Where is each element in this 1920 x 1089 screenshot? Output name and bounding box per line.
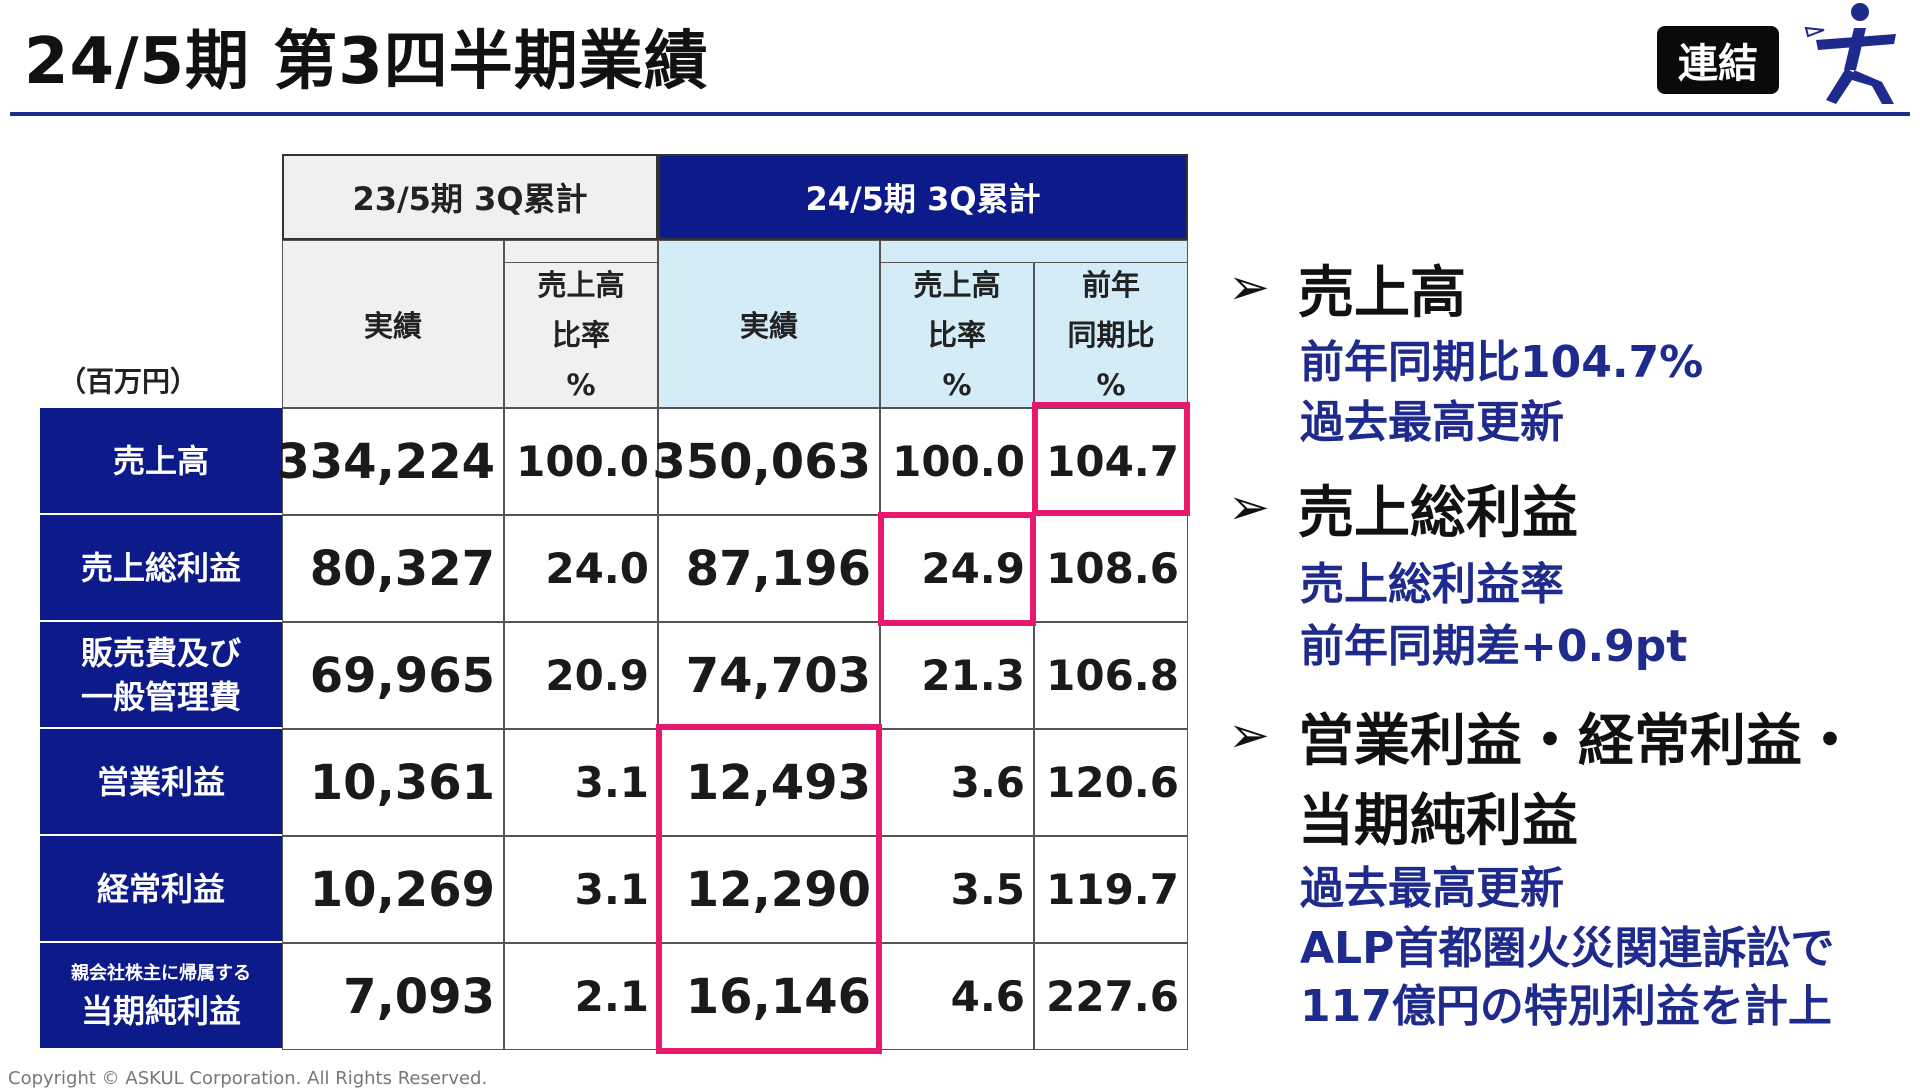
row-label-text: 経常利益 xyxy=(96,869,225,908)
title-underline xyxy=(10,112,1910,116)
highlight-note: 売上総利益率 xyxy=(1300,559,1564,610)
highlight-note: 前年同期差+0.9pt xyxy=(1300,621,1688,672)
highlight-heading: 売上総利益 xyxy=(1298,481,1578,546)
highlight-note: 前年同期比104.7% xyxy=(1300,337,1704,388)
row-label-net-income: 親会社株主に帰属する 当期純利益 xyxy=(40,943,282,1050)
cell-cur-actual: 87,196 xyxy=(658,515,880,622)
header-current-period: 24/5期 3Q累計 xyxy=(658,154,1188,240)
subheader-line: % xyxy=(566,368,596,402)
cell-cur-ratio: 3.5 xyxy=(880,836,1034,943)
cell-cur-actual: 12,290 xyxy=(658,836,880,943)
cell-yoy: 119.7 xyxy=(1034,836,1188,943)
highlight-note: 過去最高更新 xyxy=(1300,863,1564,914)
cell-prev-actual: 80,327 xyxy=(282,515,504,622)
cell-cur-ratio: 100.0 xyxy=(880,408,1034,515)
subheader-line: % xyxy=(942,368,972,402)
row-label-text: 営業利益 xyxy=(96,762,225,801)
subheader-line: 売上高 xyxy=(537,268,625,302)
subheader-line: 比率 xyxy=(927,318,986,352)
cell-prev-ratio: 2.1 xyxy=(504,943,658,1050)
cell-prev-actual: 69,965 xyxy=(282,622,504,729)
cell-cur-actual: 12,493 xyxy=(658,729,880,836)
highlight-heading: 売上高 xyxy=(1298,261,1466,326)
subheader-cur-yoy: 前年 同期比 % xyxy=(1034,262,1188,408)
subheader-line: 比率 xyxy=(551,318,610,352)
subheader-gap xyxy=(880,240,1188,262)
cell-prev-actual: 7,093 xyxy=(282,943,504,1050)
row-label-text: 売上高 xyxy=(112,441,209,480)
bullet-arrow-icon: ➢ xyxy=(1228,478,1270,536)
cell-prev-actual: 10,361 xyxy=(282,729,504,836)
cell-prev-ratio: 3.1 xyxy=(504,729,658,836)
cell-prev-actual: 334,224 xyxy=(276,408,504,515)
cell-cur-actual: 350,063 xyxy=(652,408,880,515)
cell-yoy: 104.7 xyxy=(1034,408,1188,515)
subheader-cur-actual: 実績 xyxy=(658,240,880,408)
subheader-prev-actual: 実績 xyxy=(282,240,504,408)
cell-cur-ratio: 24.9 xyxy=(880,515,1034,622)
cell-yoy: 106.8 xyxy=(1034,622,1188,729)
row-label-text: 当期純利益 xyxy=(80,991,241,1030)
row-label-text: 売上総利益 xyxy=(80,548,241,587)
cell-prev-actual: 10,269 xyxy=(282,836,504,943)
bullet-arrow-icon: ➢ xyxy=(1228,258,1270,316)
subheader-line: % xyxy=(1096,368,1126,402)
row-label-subtext: 親会社株主に帰属する xyxy=(71,962,251,984)
cell-yoy: 227.6 xyxy=(1034,943,1188,1050)
copyright-footer: Copyright © ASKUL Corporation. All Right… xyxy=(8,1068,488,1089)
subheader-cur-ratio: 売上高 比率 % xyxy=(880,262,1034,408)
row-label-net-sales: 売上高 xyxy=(40,408,282,515)
highlight-note: ALP首都圏火災関連訴訟で xyxy=(1300,923,1835,974)
row-label-gross-profit: 売上総利益 xyxy=(40,515,282,622)
header-prev-period: 23/5期 3Q累計 xyxy=(282,154,658,240)
row-label-text: 一般管理費 xyxy=(80,677,241,716)
askul-mascot-logo-icon xyxy=(1804,3,1896,104)
cell-cur-ratio: 4.6 xyxy=(880,943,1034,1050)
bullet-arrow-icon: ➢ xyxy=(1228,706,1270,764)
consolidated-badge: 連結 xyxy=(1657,26,1779,94)
row-label-ordinary-income: 経常利益 xyxy=(40,836,282,943)
subheader-line: 売上高 xyxy=(913,268,1001,302)
highlight-note: 117億円の特別利益を計上 xyxy=(1300,981,1832,1032)
row-label-operating-income: 営業利益 xyxy=(40,729,282,836)
cell-cur-ratio: 21.3 xyxy=(880,622,1034,729)
subheader-line: 同期比 xyxy=(1067,318,1155,352)
cell-cur-ratio: 3.6 xyxy=(880,729,1034,836)
highlight-heading: 営業利益・経常利益・ xyxy=(1298,709,1858,774)
row-label-text: 販売費及び xyxy=(80,633,241,672)
cell-prev-ratio: 20.9 xyxy=(504,622,658,729)
highlight-note: 過去最高更新 xyxy=(1300,397,1564,448)
cell-cur-actual: 16,146 xyxy=(658,943,880,1050)
unit-label: （百万円） xyxy=(58,365,199,398)
subheader-line: 前年 xyxy=(1081,268,1140,302)
cell-yoy: 120.6 xyxy=(1034,729,1188,836)
cell-yoy: 108.6 xyxy=(1034,515,1188,622)
page-title: 24/5期 第3四半期業績 xyxy=(24,25,709,99)
cell-prev-ratio: 24.0 xyxy=(504,515,658,622)
subheader-gap xyxy=(504,240,658,262)
cell-prev-ratio: 3.1 xyxy=(504,836,658,943)
row-label-sga: 販売費及び 一般管理費 xyxy=(40,622,282,729)
subheader-prev-ratio: 売上高 比率 % xyxy=(504,262,658,408)
cell-cur-actual: 74,703 xyxy=(658,622,880,729)
highlight-heading: 当期純利益 xyxy=(1298,789,1578,854)
cell-prev-ratio: 100.0 xyxy=(504,408,658,515)
